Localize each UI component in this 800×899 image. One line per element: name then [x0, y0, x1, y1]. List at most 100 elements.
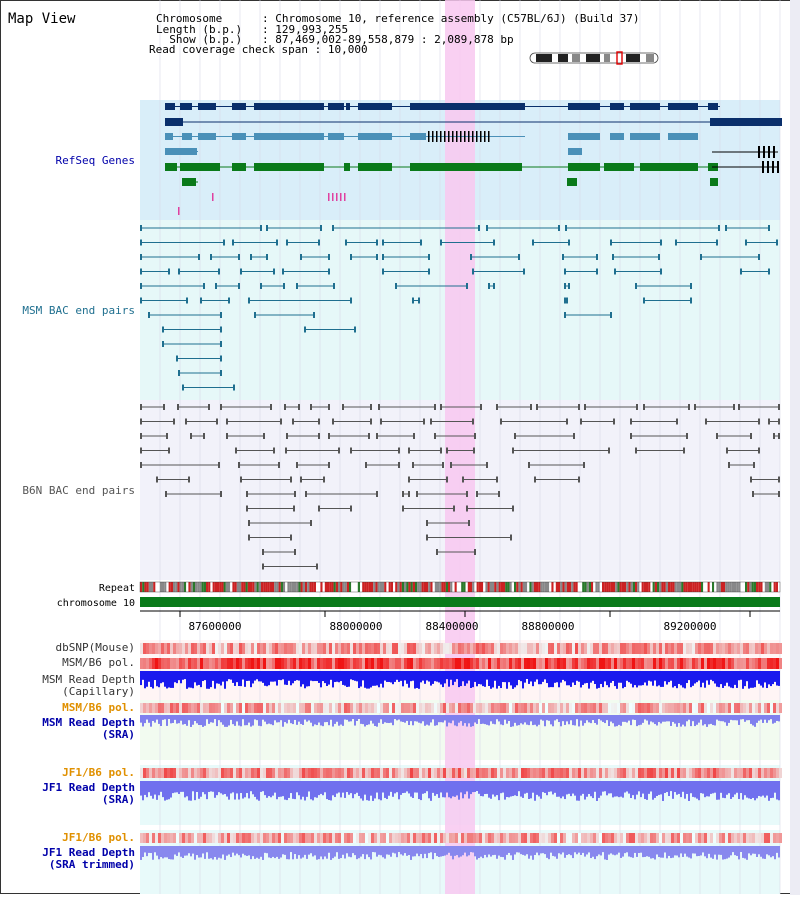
gene-exon[interactable] [610, 133, 624, 140]
gene-exon[interactable] [165, 118, 183, 126]
exon-tick [773, 146, 775, 158]
msm-pol-heat[interactable] [140, 658, 782, 669]
gene-exon[interactable] [254, 133, 324, 140]
exon-tick [452, 131, 454, 142]
repeat-track-label: Repeat [99, 583, 135, 594]
gene-exon[interactable] [568, 163, 600, 171]
gene-exon[interactable] [640, 163, 698, 171]
exon-tick [444, 131, 446, 142]
exon-tick [777, 161, 779, 173]
gene-exon[interactable] [568, 133, 600, 140]
msm-pol-sra-heat[interactable] [140, 703, 782, 713]
exon-tick [464, 131, 466, 142]
gene-exon[interactable] [346, 103, 350, 110]
jf1-depth-trim-bars[interactable] [140, 846, 780, 860]
axis-tick-label: 87600000 [189, 620, 242, 633]
header-length: Length (b.p.) : 129,993,255 [156, 23, 348, 36]
exon-tick [758, 146, 760, 158]
repeat-track[interactable] [139, 581, 781, 593]
exon-tick [440, 131, 442, 142]
jf1-depth-trim-label: JF1 Read Depth [42, 846, 135, 859]
gene-exon[interactable] [180, 163, 220, 171]
dbsnp-heat[interactable] [140, 643, 782, 654]
exon-tick [448, 131, 450, 142]
gene-exon[interactable] [198, 133, 216, 140]
gene-exon[interactable] [165, 103, 175, 110]
refseq-genes-track[interactable] [165, 103, 782, 215]
gene-exon[interactable] [182, 133, 192, 140]
gene-marker [212, 193, 214, 201]
msm-depth-sra-sublabel: (SRA) [102, 728, 135, 741]
axis-tick-label: 88400000 [426, 620, 479, 633]
exon-tick [772, 161, 774, 173]
gene-exon[interactable] [410, 103, 525, 110]
gene-exon[interactable] [567, 178, 577, 186]
gene-exon[interactable] [610, 103, 624, 110]
b6n-bac-end-pairs-track[interactable] [140, 404, 780, 570]
scrollbar-strip[interactable] [790, 0, 800, 895]
exon-tick [488, 131, 490, 142]
msm-pol-sra-label: MSM/B6 pol. [62, 701, 135, 714]
exon-tick [436, 131, 438, 142]
jf1-pol-sra-heat[interactable] [140, 768, 782, 778]
gene-exon[interactable] [410, 133, 426, 140]
gene-exon[interactable] [198, 103, 216, 110]
gene-exon[interactable] [710, 178, 718, 186]
chromosome-ideogram[interactable] [529, 51, 659, 65]
gene-exon[interactable] [232, 103, 246, 110]
chromosome-bar[interactable] [140, 597, 780, 607]
gene-exon[interactable] [668, 133, 698, 140]
gene-exon[interactable] [165, 133, 173, 140]
exon-tick [480, 131, 482, 142]
gene-exon[interactable] [344, 163, 350, 171]
gene-exon[interactable] [358, 133, 392, 140]
gene-exon[interactable] [358, 103, 392, 110]
dbsnp-track-label: dbSNP(Mouse) [56, 641, 135, 654]
gene-exon[interactable] [630, 103, 660, 110]
exon-tick [476, 131, 478, 142]
gene-exon[interactable] [630, 133, 660, 140]
read-depth-tracks[interactable] [140, 671, 780, 860]
gene-exon[interactable] [182, 178, 196, 186]
gene-exon[interactable] [165, 163, 177, 171]
gene-exon[interactable] [568, 103, 600, 110]
msm-depth-capillary-sublabel: (Capillary) [62, 685, 135, 698]
gene-exon[interactable] [568, 148, 582, 155]
gene-exon[interactable] [165, 148, 197, 155]
gene-exon[interactable] [232, 133, 246, 140]
gene-exon[interactable] [232, 163, 246, 171]
jf1-depth-sra-bars[interactable] [140, 781, 780, 801]
gene-exon[interactable] [358, 163, 392, 171]
jf1-pol-trim-heat[interactable] [140, 833, 782, 843]
msm-depth-sra-bars[interactable] [140, 715, 780, 727]
gene-marker [328, 193, 330, 201]
gene-exon[interactable] [328, 103, 344, 110]
exon-tick [762, 161, 764, 173]
gene-exon[interactable] [254, 103, 324, 110]
header-show-range: Show (b.p.) : 87,469,002-89,558,879 : 2,… [156, 33, 514, 46]
gene-exon[interactable] [668, 103, 698, 110]
axis-tick-label: 88000000 [330, 620, 383, 633]
b6n-bac-track-label: B6N BAC end pairs [22, 484, 135, 497]
gene-exon[interactable] [604, 163, 634, 171]
gene-exon[interactable] [710, 118, 782, 126]
jf1-depth-trim-sublabel: (SRA trimmed) [49, 858, 135, 871]
gene-exon[interactable] [254, 163, 324, 171]
msm-depth-capillary-bars[interactable] [140, 671, 780, 689]
gene-exon[interactable] [328, 133, 344, 140]
jf1-pol-trim-label: JF1/B6 pol. [62, 831, 135, 844]
header-chromosome: Chromosome : Chromosome 10, reference as… [156, 12, 639, 25]
gene-exon[interactable] [410, 163, 522, 171]
repeat-bar[interactable] [139, 581, 781, 593]
msm-bac-end-pairs-track[interactable] [140, 225, 778, 391]
refseq-track-label: RefSeq Genes [56, 154, 135, 167]
msm-bac-track-label: MSM BAC end pairs [22, 304, 135, 317]
gene-exon[interactable] [708, 103, 718, 110]
selection-highlight[interactable] [445, 0, 475, 894]
msm-depth-capillary-label: MSM Read Depth [42, 673, 135, 686]
gene-exon[interactable] [180, 103, 192, 110]
gene-marker [336, 193, 338, 201]
polymorphism-heat-tracks[interactable] [140, 643, 782, 843]
